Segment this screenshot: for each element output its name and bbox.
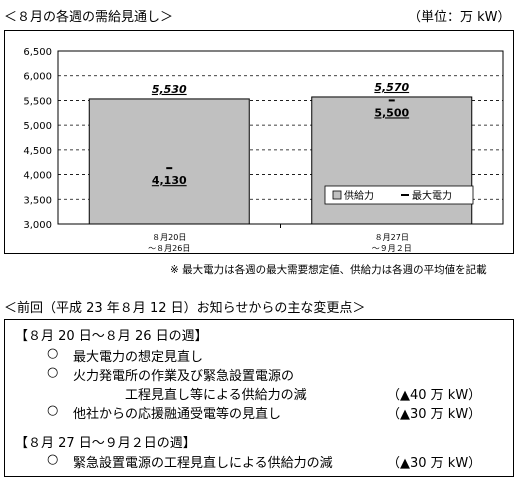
week2-item1-bullet: ○ bbox=[47, 452, 59, 467]
demand-supply-chart: 3,000 3,500 4,000 4,500 5,000 5,500 6,000 6,500… bbox=[23, 47, 504, 253]
supply-data-label: 5,570 bbox=[374, 81, 409, 94]
week2-heading: 【８月 27 日～９月２日の週】 bbox=[15, 436, 196, 451]
legend-supply-label: 供給力 bbox=[344, 189, 374, 202]
week1-heading: 【８月 20 日～８月 26 日の週】 bbox=[15, 329, 208, 344]
y-tick-label: 5,000 bbox=[23, 121, 52, 132]
week2-item1-amount: （▲30 万 kW） bbox=[387, 456, 482, 471]
week1-item1-text: 最大電力の想定見直し bbox=[73, 350, 204, 365]
legend-max-demand-label: 最大電力 bbox=[412, 189, 452, 202]
week1-item3-text: 他社からの応援融通受電等の見直し bbox=[73, 407, 282, 422]
chart-note: ※ 最大電力は各週の最大需要想定値、供給力は各週の平均値を記載 bbox=[170, 264, 487, 276]
chart-frame: 3,000 3,500 4,000 4,500 5,000 5,500 6,000 6,500… bbox=[4, 30, 514, 254]
y-tick-label: 5,500 bbox=[23, 96, 52, 107]
week1-item2-text-cont: 工程見直し等による供給力の減 bbox=[125, 388, 307, 403]
max-demand-data-label: 4,130 bbox=[152, 174, 187, 187]
y-tick-label: 4,000 bbox=[23, 171, 52, 182]
x-tick-label: ８月27日 bbox=[375, 233, 409, 242]
y-tick-label: 4,500 bbox=[23, 146, 52, 157]
week1-item2-text: 火力発電所の作業及び緊急設置電源の bbox=[73, 369, 295, 384]
week1-item2-amount: （▲40 万 kW） bbox=[387, 388, 482, 403]
week1-item3-bullet: ○ bbox=[47, 403, 59, 418]
week1-item1-bullet: ○ bbox=[47, 346, 59, 361]
week2-item1-text: 緊急設置電源の工程見直しによる供給力の減 bbox=[73, 456, 333, 471]
unit-label: （単位：万 kW） bbox=[408, 10, 511, 25]
x-tick-label: ８月20日 bbox=[152, 233, 186, 242]
week1-item3-amount: （▲30 万 kW） bbox=[387, 407, 482, 422]
week1-item2-bullet: ○ bbox=[47, 365, 59, 380]
changes-title: ＜前回（平成 23 年８月 12 日）お知らせからの主な変更点＞ bbox=[4, 301, 366, 316]
supply-bar bbox=[88, 98, 250, 225]
y-tick-label: 6,500 bbox=[23, 47, 52, 58]
y-tick-label: 6,000 bbox=[23, 72, 52, 83]
y-tick-label: 3,500 bbox=[23, 195, 52, 206]
max-demand-data-label: 5,500 bbox=[374, 106, 409, 119]
x-tick-label: ～８月26日 bbox=[148, 244, 190, 253]
changes-panel: 【８月 20 日～８月 26 日の週】 ○ 最大電力の想定見直し ○ 火力発電所… bbox=[4, 319, 514, 477]
chart-title: ＜８月の各週の需給見通し＞ bbox=[4, 10, 174, 25]
y-tick-label: 3,000 bbox=[23, 220, 52, 231]
legend-box bbox=[324, 185, 474, 205]
legend-supply-swatch bbox=[332, 190, 342, 200]
supply-data-label: 5,530 bbox=[152, 83, 187, 96]
x-tick-label: ～９月２日 bbox=[372, 244, 412, 253]
